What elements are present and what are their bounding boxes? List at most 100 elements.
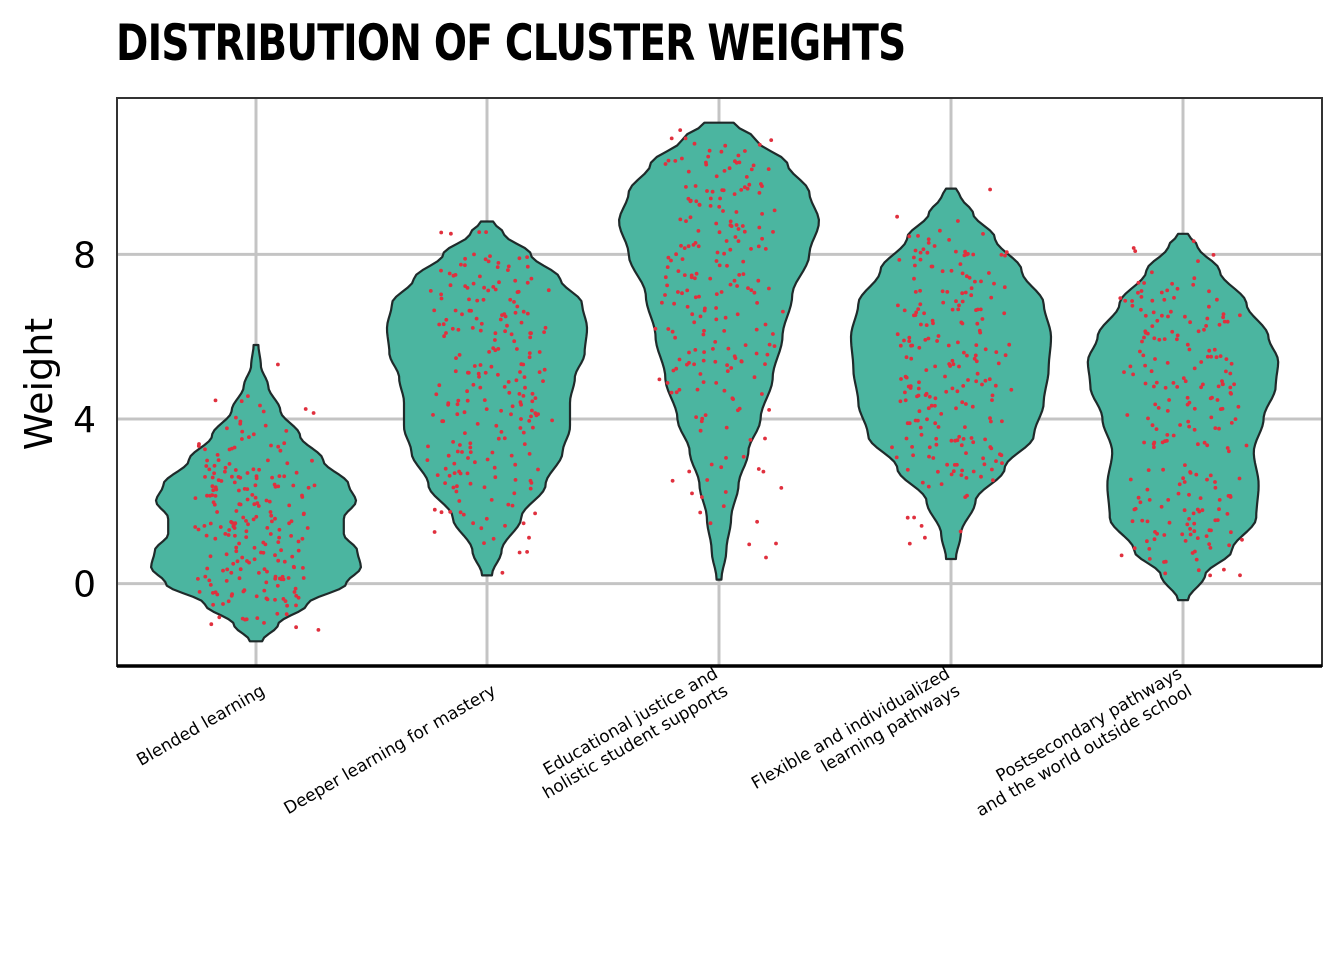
data-point [904,375,909,380]
data-point [763,362,767,366]
data-point [989,419,993,424]
data-point [458,443,462,447]
data-point [485,457,490,462]
data-point [1183,539,1188,543]
data-point [931,456,936,460]
data-point [432,530,437,534]
x-tick-labels: Blended learning Deeper learning for mast… [133,664,1195,821]
data-point [471,281,476,286]
data-point [779,486,784,490]
data-point [1205,354,1210,359]
data-point [1122,370,1126,374]
data-point [1202,440,1207,445]
data-point [960,299,965,304]
data-point [250,493,255,497]
data-point [534,413,539,418]
x-tick-line: Blended learning [133,681,268,771]
data-point [962,350,966,355]
data-point [924,323,929,327]
data-point [437,322,442,327]
data-point [1140,518,1145,523]
data-point [939,482,944,486]
data-point [769,138,774,143]
data-point [940,269,945,274]
data-point [1139,307,1143,312]
data-point [724,239,729,243]
data-point [239,399,244,404]
data-point [465,398,470,403]
data-point [692,320,697,325]
data-point [696,229,701,233]
data-point [950,307,955,312]
data-point [992,281,996,286]
data-point [943,374,947,379]
data-point [1177,482,1182,487]
data-point [208,554,213,559]
data-point [674,390,679,395]
y-axis-label: Weight [17,318,61,450]
data-point [509,332,514,337]
data-point [484,516,489,521]
data-point [708,204,713,208]
data-point [261,540,266,545]
data-point [989,295,994,300]
data-point [698,372,703,376]
data-point [756,244,761,249]
data-point [261,550,266,555]
data-point [711,347,715,351]
data-point [767,286,771,291]
data-point [724,425,729,430]
data-point [301,566,305,570]
data-point [1191,282,1196,287]
data-point [212,471,217,476]
data-point [513,462,518,467]
data-point [255,501,260,506]
data-point [706,154,711,159]
data-point [273,597,277,602]
data-point [1192,521,1197,526]
data-point [1141,353,1146,358]
data-point [292,590,297,594]
data-point [714,381,719,385]
data-point [897,258,902,262]
data-point [465,389,469,394]
data-point [477,374,481,379]
data-point [955,462,959,467]
data-point [938,228,942,233]
data-point [542,367,547,372]
data-point [267,499,272,504]
data-point [747,182,752,187]
data-point [958,262,963,266]
chart-title: DISTRIBUTION OF CLUSTER WEIGHTS [116,14,906,72]
data-point [225,426,229,431]
data-point [478,363,483,367]
data-point [895,332,900,337]
data-point [466,370,471,375]
data-point [1187,424,1191,429]
data-point [734,210,739,214]
data-point [1220,382,1225,387]
data-point [657,377,662,382]
data-point [444,317,449,322]
data-point [660,300,664,305]
data-point [1156,406,1161,410]
data-point [240,429,245,434]
data-point [732,278,737,283]
data-point [1143,381,1148,386]
data-point [1150,423,1155,428]
data-point [936,469,940,474]
data-point [1132,546,1137,551]
data-point [905,421,910,426]
data-point [963,249,967,254]
data-point [208,521,213,526]
data-point [211,488,216,493]
data-point [469,308,473,313]
data-point [732,192,737,197]
data-point [1128,477,1133,482]
data-point [945,290,950,294]
data-point [721,188,726,193]
data-point [665,265,670,269]
data-point [1217,507,1221,512]
data-point [907,335,912,340]
